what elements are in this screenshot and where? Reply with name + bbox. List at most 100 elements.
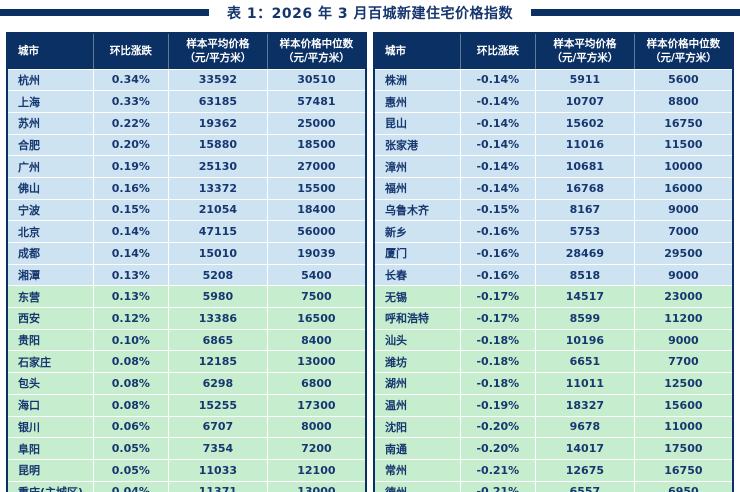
table-row: 沈阳 -0.20% 9678 11000 bbox=[373, 415, 734, 439]
avg-price-cell: 10196 bbox=[535, 328, 635, 352]
city-cell: 沈阳 bbox=[373, 415, 461, 439]
avg-price-cell: 14517 bbox=[535, 285, 635, 309]
table-row: 潍坊 -0.18% 6651 7700 bbox=[373, 350, 734, 374]
avg-price-cell: 6298 bbox=[168, 372, 268, 395]
city-cell: 西安 bbox=[6, 307, 94, 330]
avg-price-cell: 15255 bbox=[168, 393, 268, 417]
median-price-cell: 57481 bbox=[266, 90, 367, 113]
change-cell: 0.33% bbox=[92, 90, 170, 113]
avg-price-cell: 15010 bbox=[168, 242, 268, 265]
change-cell: 0.13% bbox=[92, 285, 170, 309]
avg-price-cell: 14017 bbox=[535, 437, 635, 460]
price-table-left: 城市 环比涨跌 样本平均价格 （元/平方米） 样本价格中位数 （元/平方米） 杭州 0.3… bbox=[6, 32, 367, 492]
city-cell: 张家港 bbox=[373, 133, 461, 157]
column-header: 环比涨跌 bbox=[92, 32, 170, 70]
column-header: 样本平均价格 （元/平方米） bbox=[535, 32, 635, 70]
table-row: 乌鲁木齐 -0.15% 8167 9000 bbox=[373, 198, 734, 222]
median-price-cell: 15500 bbox=[266, 176, 367, 200]
title-bar: 表 1：2026 年 3 月百城新建住宅价格指数 bbox=[0, 0, 740, 32]
table-row: 昆明 0.05% 11033 12100 bbox=[6, 458, 367, 482]
median-price-cell: 8800 bbox=[633, 90, 734, 113]
avg-price-cell: 12675 bbox=[535, 458, 635, 482]
table-row: 张家港 -0.14% 11016 11500 bbox=[373, 133, 734, 157]
avg-price-cell: 13372 bbox=[168, 176, 268, 200]
change-cell: -0.18% bbox=[459, 350, 537, 374]
city-cell: 杭州 bbox=[6, 68, 94, 92]
table-row: 福州 -0.14% 16768 16000 bbox=[373, 176, 734, 200]
median-price-cell: 17500 bbox=[633, 437, 734, 460]
median-price-cell: 9000 bbox=[633, 198, 734, 222]
median-price-cell: 18400 bbox=[266, 198, 367, 222]
change-cell: -0.18% bbox=[459, 372, 537, 395]
price-table-right: 城市 环比涨跌 样本平均价格 （元/平方米） 样本价格中位数 （元/平方米） 株洲 -0.… bbox=[373, 32, 734, 492]
change-cell: -0.14% bbox=[459, 133, 537, 157]
median-price-cell: 19039 bbox=[266, 242, 367, 265]
city-cell: 包头 bbox=[6, 372, 94, 395]
median-price-cell: 7700 bbox=[633, 350, 734, 374]
column-header: 城市 bbox=[6, 32, 94, 70]
median-price-cell: 25000 bbox=[266, 111, 367, 135]
median-price-cell: 7500 bbox=[266, 285, 367, 309]
city-cell: 重庆(主城区) bbox=[6, 480, 94, 492]
median-price-cell: 27000 bbox=[266, 155, 367, 178]
table-row: 无锡 -0.17% 14517 23000 bbox=[373, 285, 734, 309]
city-cell: 昆山 bbox=[373, 111, 461, 135]
table-row: 昆山 -0.14% 15602 16750 bbox=[373, 111, 734, 135]
median-price-cell: 13000 bbox=[266, 350, 367, 374]
city-cell: 惠州 bbox=[373, 90, 461, 113]
median-price-cell: 7200 bbox=[266, 437, 367, 460]
median-price-cell: 15600 bbox=[633, 393, 734, 417]
city-cell: 海口 bbox=[6, 393, 94, 417]
table-row: 呼和浩特 -0.17% 8599 11200 bbox=[373, 307, 734, 330]
median-price-cell: 56000 bbox=[266, 220, 367, 243]
table-row: 新乡 -0.16% 5753 7000 bbox=[373, 220, 734, 243]
change-cell: -0.20% bbox=[459, 437, 537, 460]
city-cell: 株洲 bbox=[373, 68, 461, 92]
avg-price-cell: 8167 bbox=[535, 198, 635, 222]
change-cell: 0.10% bbox=[92, 328, 170, 352]
median-price-cell: 6950 bbox=[633, 480, 734, 492]
change-cell: 0.08% bbox=[92, 393, 170, 417]
avg-price-cell: 6651 bbox=[535, 350, 635, 374]
change-cell: 0.20% bbox=[92, 133, 170, 157]
median-price-cell: 9000 bbox=[633, 328, 734, 352]
table-row: 宁波 0.15% 21054 18400 bbox=[6, 198, 367, 222]
table-row: 苏州 0.22% 19362 25000 bbox=[6, 111, 367, 135]
avg-price-cell: 10681 bbox=[535, 155, 635, 178]
city-cell: 漳州 bbox=[373, 155, 461, 178]
change-cell: 0.12% bbox=[92, 307, 170, 330]
median-price-cell: 9000 bbox=[633, 263, 734, 287]
median-price-cell: 6800 bbox=[266, 372, 367, 395]
median-price-cell: 16000 bbox=[633, 176, 734, 200]
avg-price-cell: 8599 bbox=[535, 307, 635, 330]
table-row: 株洲 -0.14% 5911 5600 bbox=[373, 68, 734, 92]
change-cell: -0.14% bbox=[459, 68, 537, 92]
median-price-cell: 5600 bbox=[633, 68, 734, 92]
city-cell: 汕头 bbox=[373, 328, 461, 352]
table-row: 湘潭 0.13% 5208 5400 bbox=[6, 263, 367, 287]
table-row: 石家庄 0.08% 12185 13000 bbox=[6, 350, 367, 374]
city-cell: 银川 bbox=[6, 415, 94, 439]
change-cell: -0.18% bbox=[459, 328, 537, 352]
table-row: 西安 0.12% 13386 16500 bbox=[6, 307, 367, 330]
change-cell: -0.19% bbox=[459, 393, 537, 417]
avg-price-cell: 5980 bbox=[168, 285, 268, 309]
median-price-cell: 17300 bbox=[266, 393, 367, 417]
change-cell: -0.16% bbox=[459, 263, 537, 287]
table-row: 阜阳 0.05% 7354 7200 bbox=[6, 437, 367, 460]
city-cell: 长春 bbox=[373, 263, 461, 287]
city-cell: 石家庄 bbox=[6, 350, 94, 374]
avg-price-cell: 19362 bbox=[168, 111, 268, 135]
city-cell: 苏州 bbox=[6, 111, 94, 135]
change-cell: 0.08% bbox=[92, 350, 170, 374]
table-row: 漳州 -0.14% 10681 10000 bbox=[373, 155, 734, 178]
median-price-cell: 10000 bbox=[633, 155, 734, 178]
table-row: 东营 0.13% 5980 7500 bbox=[6, 285, 367, 309]
city-cell: 无锡 bbox=[373, 285, 461, 309]
avg-price-cell: 16768 bbox=[535, 176, 635, 200]
change-cell: -0.21% bbox=[459, 458, 537, 482]
table-row: 惠州 -0.14% 10707 8800 bbox=[373, 90, 734, 113]
table-title: 表 1：2026 年 3 月百城新建住宅价格指数 bbox=[209, 0, 531, 25]
table-row: 上海 0.33% 63185 57481 bbox=[6, 90, 367, 113]
